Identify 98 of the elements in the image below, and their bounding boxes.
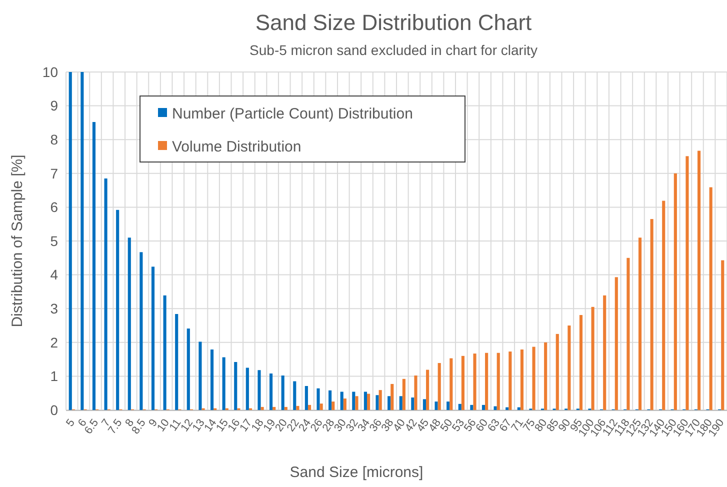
- bar: [308, 404, 312, 410]
- bar: [272, 406, 276, 410]
- bar: [721, 260, 724, 410]
- bar: [68, 72, 72, 410]
- bar: [281, 376, 284, 410]
- chart-subtitle: Sub-5 micron sand excluded in chart for clarity: [250, 42, 538, 58]
- y-tick-label: 8: [50, 132, 58, 148]
- y-tick-label: 0: [50, 402, 58, 418]
- bar: [92, 122, 96, 410]
- bar: [186, 328, 190, 410]
- bar: [709, 187, 712, 410]
- bar: [376, 395, 379, 410]
- bar: [686, 156, 689, 410]
- bar: [390, 384, 394, 410]
- bar: [473, 354, 476, 410]
- y-tick-label: 2: [50, 334, 58, 350]
- bar: [402, 378, 406, 410]
- bar: [210, 350, 214, 410]
- bar: [140, 252, 143, 410]
- bar: [532, 346, 536, 410]
- y-tick-label: 3: [50, 300, 58, 316]
- bar: [603, 295, 606, 410]
- bar: [414, 376, 418, 410]
- bar: [591, 306, 594, 410]
- bar: [320, 404, 323, 410]
- bar: [508, 352, 512, 410]
- bar: [293, 381, 296, 410]
- y-tick-label: 4: [50, 266, 58, 283]
- bar: [352, 392, 356, 410]
- bar: [446, 402, 450, 410]
- bar: [638, 238, 642, 410]
- bar: [470, 404, 474, 410]
- bar: [222, 357, 226, 410]
- bar: [494, 406, 497, 410]
- bar: [399, 396, 402, 410]
- y-axis-title: Distribution of Sample [%]: [9, 154, 26, 328]
- bar: [260, 406, 264, 410]
- y-tick-label: 6: [50, 199, 58, 216]
- bar: [355, 396, 358, 410]
- bar: [328, 390, 332, 410]
- bar: [104, 178, 108, 410]
- bar: [296, 406, 300, 410]
- bar: [343, 398, 346, 410]
- bar: [316, 388, 320, 410]
- bar: [128, 238, 131, 410]
- bar: [80, 72, 84, 410]
- bar: [517, 407, 520, 410]
- bar: [496, 352, 500, 410]
- bar: [626, 258, 630, 410]
- bar: [246, 368, 249, 410]
- bar: [674, 173, 677, 410]
- bar: [426, 370, 430, 410]
- bar: [482, 404, 486, 410]
- legend-label: Number (Particle Count) Distribution: [172, 105, 413, 122]
- bar: [614, 277, 618, 410]
- bar: [340, 392, 344, 410]
- bar: [438, 363, 441, 410]
- bar: [411, 397, 414, 410]
- bar: [366, 394, 370, 410]
- x-tick-label: 5: [64, 417, 78, 429]
- y-tick-label: 5: [50, 232, 58, 249]
- bar: [269, 373, 273, 410]
- bar: [520, 350, 524, 410]
- bar: [332, 402, 335, 410]
- bar: [556, 334, 559, 410]
- bar: [662, 200, 666, 410]
- bar: [163, 295, 166, 410]
- legend-label: Volume Distribution: [172, 138, 302, 156]
- bar: [506, 407, 509, 410]
- y-tick-label: 9: [50, 98, 58, 114]
- bar: [364, 392, 367, 410]
- bar: [304, 386, 308, 410]
- bar: [284, 406, 288, 410]
- bar: [568, 326, 571, 410]
- y-tick-label: 1: [50, 368, 58, 384]
- bar: [485, 352, 488, 410]
- bar: [388, 396, 391, 410]
- y-tick-label: 7: [50, 165, 58, 182]
- x-tick-label: 7.5: [106, 417, 125, 436]
- bar: [544, 342, 548, 410]
- bar: [422, 399, 426, 410]
- bar: [450, 358, 453, 410]
- bar: [198, 342, 202, 410]
- bar: [458, 404, 462, 410]
- bar: [650, 219, 654, 410]
- bar: [234, 362, 238, 410]
- bar: [434, 402, 438, 410]
- bar: [116, 210, 120, 410]
- x-axis-title: Sand Size [microns]: [290, 464, 424, 481]
- chart-title: Sand Size Distribution Chart: [255, 10, 532, 35]
- y-tick-label: 10: [42, 64, 58, 80]
- bar: [697, 150, 701, 410]
- bar: [258, 370, 261, 410]
- bar: [378, 390, 382, 410]
- bar: [579, 315, 583, 410]
- bar: [461, 356, 464, 410]
- bar: [175, 314, 178, 410]
- bar: [151, 266, 155, 410]
